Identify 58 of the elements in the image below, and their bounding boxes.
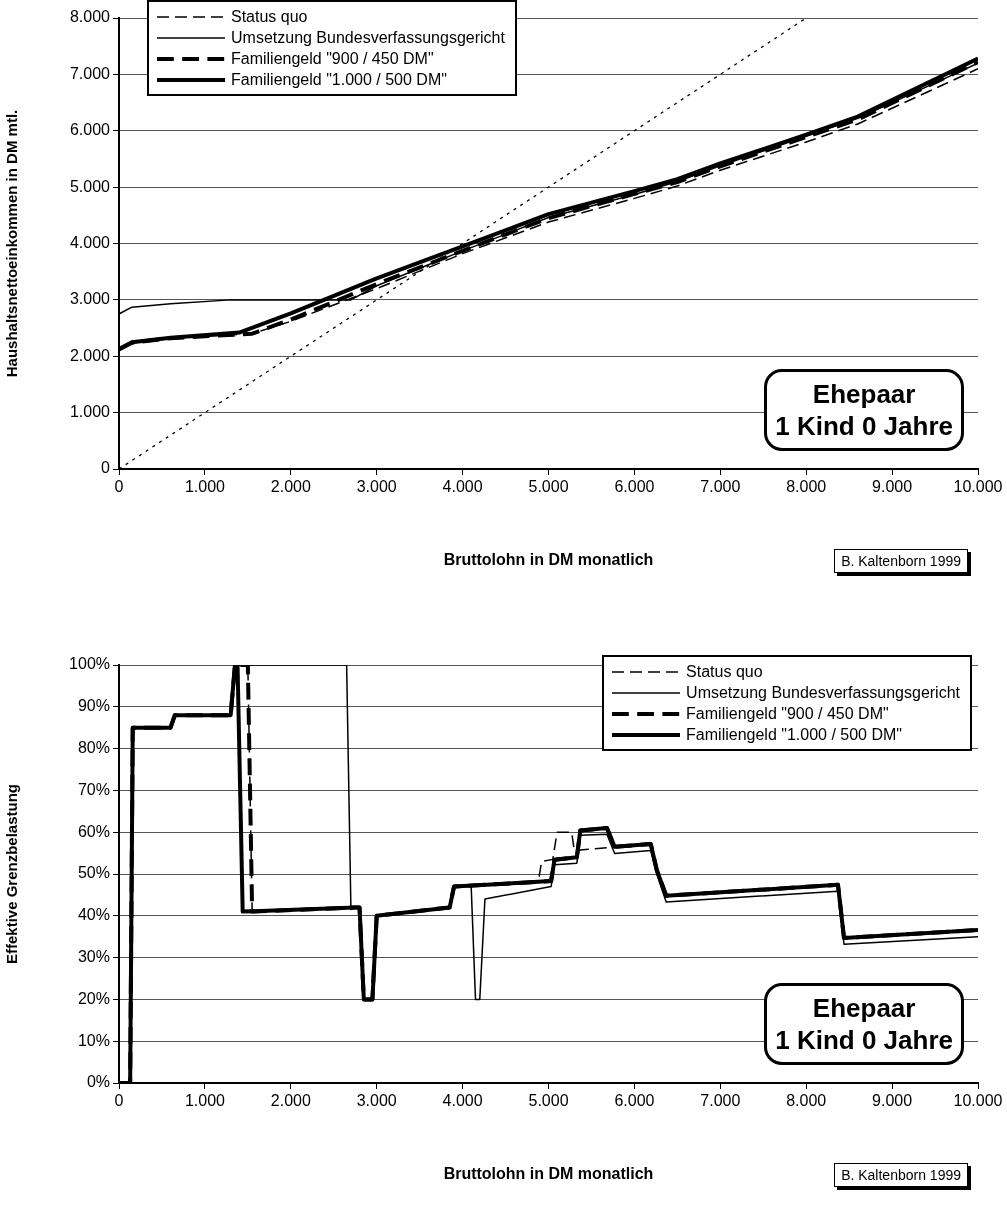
annotation: Ehepaar 1 Kind 0 Jahre <box>764 983 964 1065</box>
legend-label: Status quo <box>686 662 763 682</box>
x-tick-label: 1.000 <box>184 1092 226 1110</box>
annotation: Ehepaar 1 Kind 0 Jahre <box>764 369 964 451</box>
x-tick-label: 5.000 <box>528 478 569 496</box>
x-tick-label: 2.000 <box>270 478 311 496</box>
y-tick-label: 20% <box>77 989 110 1007</box>
y-axis-title: Haushaltsnettoeinkommen in DM mtl. <box>3 109 21 378</box>
y-tick-label: 4.000 <box>69 233 111 251</box>
y-tick-label: 30% <box>77 948 110 966</box>
y-tick-label: 100% <box>69 655 110 673</box>
x-tick-label: 8.000 <box>786 1092 827 1110</box>
y-tick-label: 70% <box>77 780 110 798</box>
x-tick-label: 10.000 <box>953 1092 1003 1110</box>
x-tick-label: 8.000 <box>786 478 827 496</box>
x-tick-label: 2.000 <box>270 1092 311 1110</box>
y-tick-label: 0% <box>86 1073 110 1091</box>
legend-label: Umsetzung Bundesverfassungsgericht <box>231 28 505 48</box>
x-axis-title: Bruttolohn in DM monatlich <box>443 1164 654 1182</box>
legend-label: Familiengeld "1.000 / 500 DM" <box>686 725 902 745</box>
x-tick-label: 0 <box>114 478 124 496</box>
y-tick-label: 2.000 <box>69 346 111 364</box>
x-axis-title: Bruttolohn in DM monatlich <box>443 550 654 568</box>
x-tick-label: 9.000 <box>872 478 913 496</box>
legend-label: Status quo <box>231 7 308 27</box>
legend-label: Familiengeld "900 / 450 DM" <box>231 49 434 69</box>
x-tick-label: 7.000 <box>700 478 741 496</box>
y-tick-label: 7.000 <box>69 64 111 82</box>
text: B. Kaltenborn 1999 <box>834 1163 968 1187</box>
x-tick-label: 1.000 <box>184 478 226 496</box>
x-tick-label: 6.000 <box>614 1092 655 1110</box>
x-tick-label: 3.000 <box>356 478 397 496</box>
y-tick-label: 0 <box>101 459 111 477</box>
y-tick-label: 10% <box>77 1031 110 1049</box>
y-tick-label: 80% <box>77 739 110 757</box>
legend-label: Familiengeld "900 / 450 DM" <box>686 704 889 724</box>
y-tick-label: 40% <box>77 906 110 924</box>
x-tick-label: 4.000 <box>442 1092 483 1110</box>
x-tick-label: 7.000 <box>700 1092 741 1110</box>
y-axis-title: Effektive Grenzbelastung <box>3 783 21 965</box>
y-tick-label: 90% <box>77 697 110 715</box>
y-tick-label: 6.000 <box>69 121 111 139</box>
legend-label: Familiengeld "1.000 / 500 DM" <box>231 70 447 90</box>
x-tick-label: 3.000 <box>356 1092 397 1110</box>
y-tick-label: 60% <box>77 822 110 840</box>
y-tick-label: 3.000 <box>69 290 111 308</box>
x-tick-label: 9.000 <box>872 1092 913 1110</box>
y-tick-label: 5.000 <box>69 177 111 195</box>
y-tick-label: 50% <box>77 864 110 882</box>
x-tick-label: 0 <box>114 1092 124 1110</box>
x-tick-label: 5.000 <box>528 1092 569 1110</box>
x-tick-label: 4.000 <box>442 478 483 496</box>
x-tick-label: 6.000 <box>614 478 655 496</box>
x-tick-label: 10.000 <box>953 478 1003 496</box>
y-tick-label: 8.000 <box>69 8 111 26</box>
legend-label: Umsetzung Bundesverfassungsgericht <box>686 683 960 703</box>
text: B. Kaltenborn 1999 <box>834 549 968 573</box>
y-tick-label: 1.000 <box>69 403 111 421</box>
